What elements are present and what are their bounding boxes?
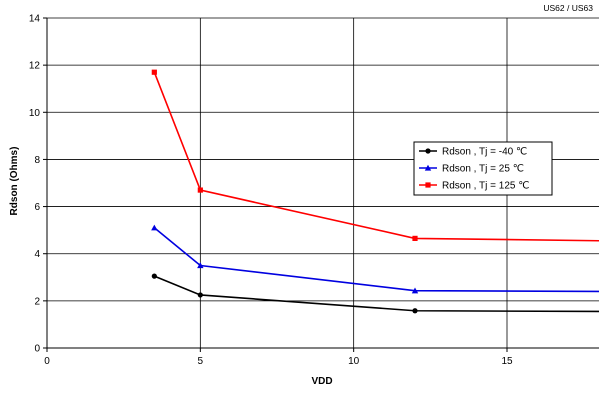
data-point: [412, 235, 418, 241]
y-axis-title: Rdson (Ohms): [9, 147, 20, 216]
x-tick-label: 0: [44, 356, 50, 367]
legend-entry: Rdson , Tj = 25 ℃: [419, 164, 524, 175]
data-point: [151, 273, 157, 279]
grid-layer: [47, 17, 599, 348]
series-1: [151, 273, 599, 314]
series-line: [154, 275, 599, 313]
y-tick-label: 6: [34, 202, 40, 213]
series-layer: [151, 69, 599, 314]
legend-label: Rdson , Tj = 125 ℃: [442, 181, 529, 192]
series-line: [153, 71, 599, 242]
legend-entry: Rdson , Tj = 125 ℃: [419, 181, 529, 192]
y-tick-label: 2: [34, 296, 40, 307]
y-tick-label: 12: [29, 61, 41, 72]
series-2: [151, 224, 599, 294]
legend-label: Rdson , Tj = 25 ℃: [442, 164, 524, 175]
data-point: [411, 287, 419, 294]
axes-layer: 0 2 4 6 8 10 12 14 0 5 10 15: [29, 14, 599, 367]
y-tick-label: 14: [29, 14, 41, 25]
legend-swatch-marker: [424, 164, 432, 171]
x-tick-label: 15: [501, 356, 513, 367]
y-tick-label: 10: [29, 108, 41, 119]
data-point: [197, 187, 203, 193]
legend: Rdson , Tj = -40 ℃ Rdson , Tj = 25 ℃ Rdson…: [413, 141, 553, 196]
legend-swatch-marker: [425, 182, 431, 188]
series-line: [153, 227, 599, 293]
data-point: [151, 224, 158, 231]
legend-swatch-marker: [425, 148, 431, 154]
corner-label: US62 / US63: [543, 3, 593, 13]
x-tick-label: 10: [348, 356, 360, 367]
y-tick-label: 0: [34, 344, 40, 355]
x-tick-label: 5: [198, 356, 204, 367]
data-point: [412, 308, 418, 314]
x-axis-title: VDD: [311, 376, 332, 387]
data-point: [197, 262, 204, 269]
data-point: [197, 292, 203, 298]
series-3: [151, 69, 599, 242]
legend-entry: Rdson , Tj = -40 ℃: [419, 147, 527, 158]
legend-label: Rdson , Tj = -40 ℃: [442, 147, 527, 158]
data-point: [151, 69, 157, 75]
y-tick-label: 8: [34, 155, 40, 166]
y-tick-label: 4: [34, 249, 40, 260]
